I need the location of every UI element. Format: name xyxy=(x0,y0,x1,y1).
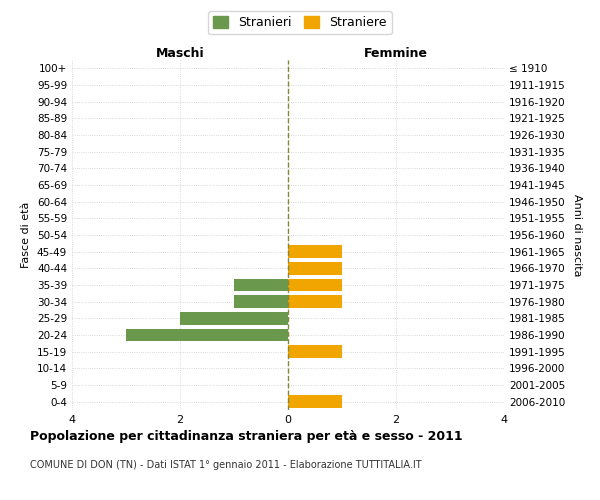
Text: COMUNE DI DON (TN) - Dati ISTAT 1° gennaio 2011 - Elaborazione TUTTITALIA.IT: COMUNE DI DON (TN) - Dati ISTAT 1° genna… xyxy=(30,460,422,470)
Bar xyxy=(234,279,288,291)
Y-axis label: Fasce di età: Fasce di età xyxy=(22,202,31,268)
Bar xyxy=(288,296,342,308)
Bar xyxy=(126,329,288,341)
Text: Maschi: Maschi xyxy=(155,47,205,60)
Bar xyxy=(234,296,288,308)
Bar xyxy=(288,396,342,408)
Bar xyxy=(288,262,342,274)
Bar xyxy=(288,279,342,291)
Bar xyxy=(180,312,288,324)
Text: Popolazione per cittadinanza straniera per età e sesso - 2011: Popolazione per cittadinanza straniera p… xyxy=(30,430,463,443)
Bar xyxy=(288,346,342,358)
Legend: Stranieri, Straniere: Stranieri, Straniere xyxy=(208,11,392,34)
Y-axis label: Anni di nascita: Anni di nascita xyxy=(572,194,582,276)
Text: Femmine: Femmine xyxy=(364,47,428,60)
Bar xyxy=(288,246,342,258)
